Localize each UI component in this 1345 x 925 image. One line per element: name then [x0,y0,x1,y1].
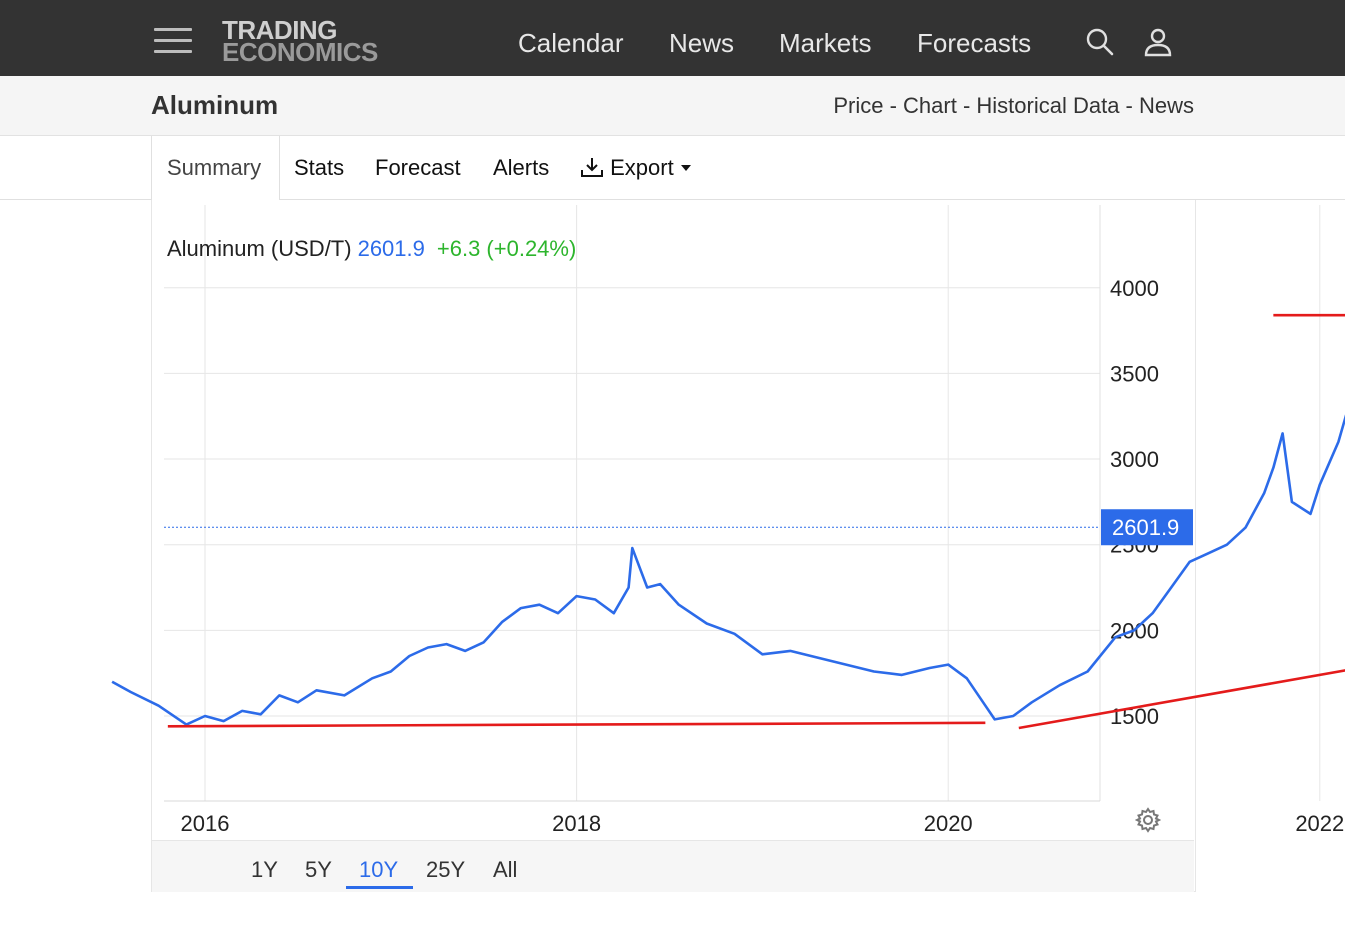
subheader-bar [0,76,1345,136]
chart-card [151,200,1196,892]
tab-summary-container [151,136,280,200]
tab-stats[interactable]: Stats [294,155,345,180]
range-1y[interactable]: 1Y [251,857,278,882]
tab-alerts[interactable]: Alerts [493,155,550,180]
nav-forecasts[interactable]: Forecasts [917,28,1032,58]
nav-markets[interactable]: Markets [779,28,872,58]
tabs-row [0,136,1345,200]
active-range-underline [346,886,413,889]
hamburger-menu-icon[interactable] [154,26,192,56]
range-25y[interactable]: 25Y [426,857,466,882]
tab-forecast[interactable]: Forecast [375,155,461,180]
range-all[interactable]: All [493,857,518,882]
user-account-icon[interactable] [1142,26,1174,58]
chart-settings-gear-icon[interactable] [1134,807,1162,833]
page-title: Aluminum [151,90,279,120]
x-tick-label: 2022 [1295,811,1344,836]
export-label: Export [610,155,674,180]
trading-economics-logo[interactable]: TRADING ECONOMICS [222,15,378,67]
time-range-bar [152,840,1194,892]
tab-summary[interactable]: Summary [167,155,262,180]
nav-calendar[interactable]: Calendar [518,28,624,58]
download-icon [581,158,603,177]
export-dropdown[interactable]: Export [580,155,692,181]
breadcrumb[interactable]: Price - Chart - Historical Data - News [833,93,1194,118]
caret-down-icon [680,165,691,171]
search-icon[interactable] [1084,26,1116,58]
range-10y[interactable]: 10Y [359,857,399,882]
top-navigation-bar [0,0,1345,76]
logo-line-2: ECONOMICS [222,37,378,67]
nav-news[interactable]: News [669,28,735,58]
range-5y[interactable]: 5Y [305,857,332,882]
logo-line-1: TRADING [222,15,337,45]
